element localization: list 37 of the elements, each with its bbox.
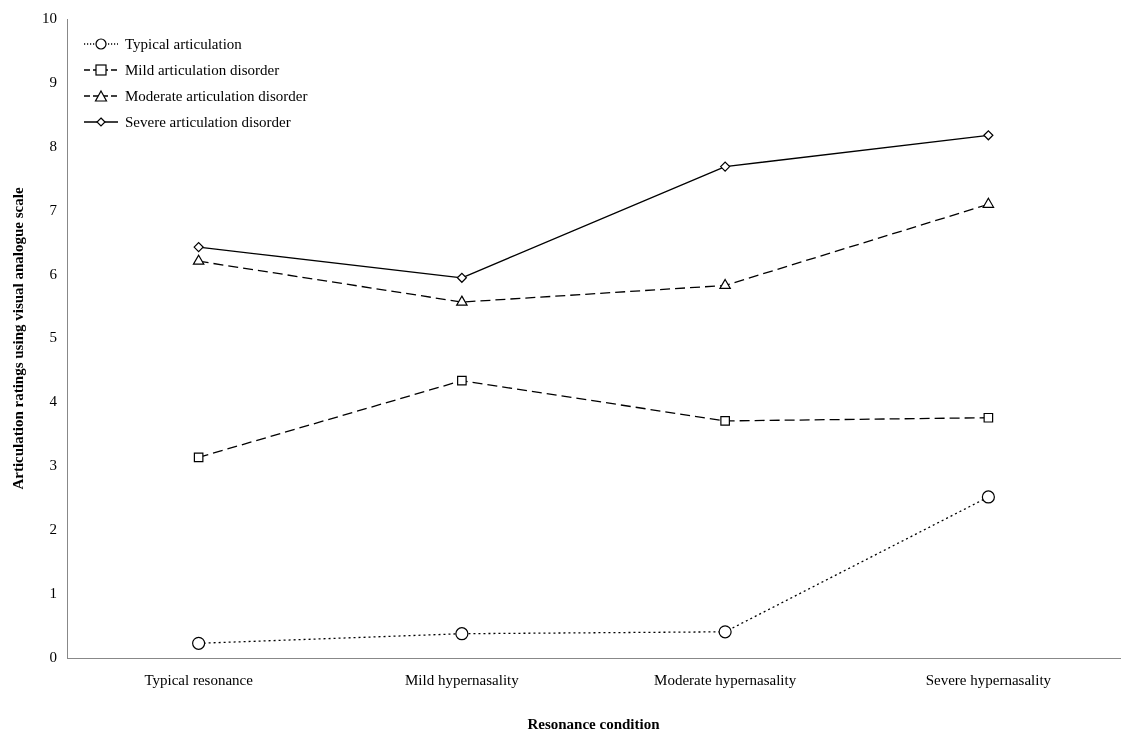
point <box>456 295 468 306</box>
legend-label: Typical articulation <box>125 35 242 54</box>
point <box>983 412 994 423</box>
y-tick-label: 10 <box>42 9 57 26</box>
point <box>720 161 731 172</box>
y-axis-title: Articulation ratings using visual analogue scale <box>9 187 26 490</box>
legend-label: Moderate articulation disorder <box>125 87 308 106</box>
x-tick-label: Severe hypernasality <box>925 671 1052 688</box>
y-tick-label: 8 <box>49 137 57 154</box>
legend-label: Mild articulation disorder <box>125 61 280 80</box>
point <box>720 416 730 426</box>
point <box>981 490 995 504</box>
y-tick-label: 9 <box>49 73 57 90</box>
point <box>192 254 205 265</box>
point <box>457 375 467 386</box>
y-tick-label: 2 <box>49 521 57 538</box>
y-tick-label: 6 <box>49 265 58 282</box>
y-tick-label: 4 <box>49 393 58 410</box>
point <box>456 272 467 283</box>
y-tick-label: 1 <box>49 585 57 602</box>
point <box>983 130 994 141</box>
point <box>193 452 204 463</box>
x-tick-label: Typical resonance <box>144 671 254 688</box>
point <box>192 636 206 650</box>
y-tick-label: 5 <box>49 329 57 346</box>
point <box>193 242 204 253</box>
x-tick-label: Moderate hypernasality <box>654 671 797 688</box>
point <box>455 627 469 641</box>
legend-label: Severe articulation disorder <box>125 113 291 132</box>
point <box>719 278 731 290</box>
y-tick-label: 0 <box>49 648 57 665</box>
point <box>982 197 995 208</box>
y-tick-label: 3 <box>49 457 57 474</box>
point <box>718 625 732 639</box>
y-tick-label: 7 <box>49 201 58 218</box>
x-axis-title: Resonance condition <box>527 715 661 732</box>
x-tick-label: Mild hypernasality <box>405 671 520 688</box>
